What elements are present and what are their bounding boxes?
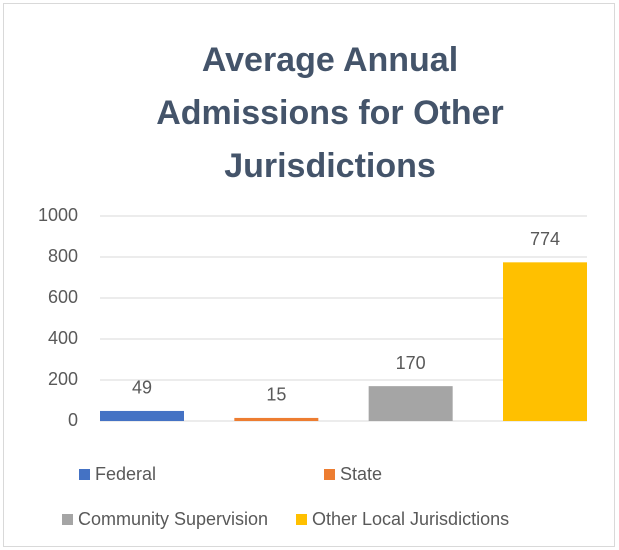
data-label: 49 — [132, 378, 152, 398]
legend-swatch — [79, 469, 90, 480]
data-label: 15 — [266, 385, 286, 405]
y-tick-label: 0 — [68, 410, 78, 430]
legend-label: Community Supervision — [78, 509, 268, 529]
legend-swatch — [296, 514, 307, 525]
y-tick-label: 600 — [48, 287, 78, 307]
legend-label: Federal — [95, 464, 156, 484]
y-tick-label: 200 — [48, 369, 78, 389]
data-label: 774 — [530, 229, 560, 249]
legend-label: Other Local Jurisdictions — [312, 509, 509, 529]
y-tick-label: 400 — [48, 328, 78, 348]
legend-label: State — [340, 464, 382, 484]
bar — [368, 386, 453, 421]
bar — [503, 262, 587, 421]
chart-title: Average Annual Admissions for Other Juri… — [156, 41, 504, 185]
legend-swatch — [62, 514, 73, 525]
legend-swatch — [324, 469, 335, 480]
y-tick-label: 800 — [48, 246, 78, 266]
y-tick-label: 1000 — [38, 205, 78, 225]
bar — [100, 410, 184, 421]
data-label: 170 — [396, 353, 426, 373]
bar — [234, 417, 319, 421]
